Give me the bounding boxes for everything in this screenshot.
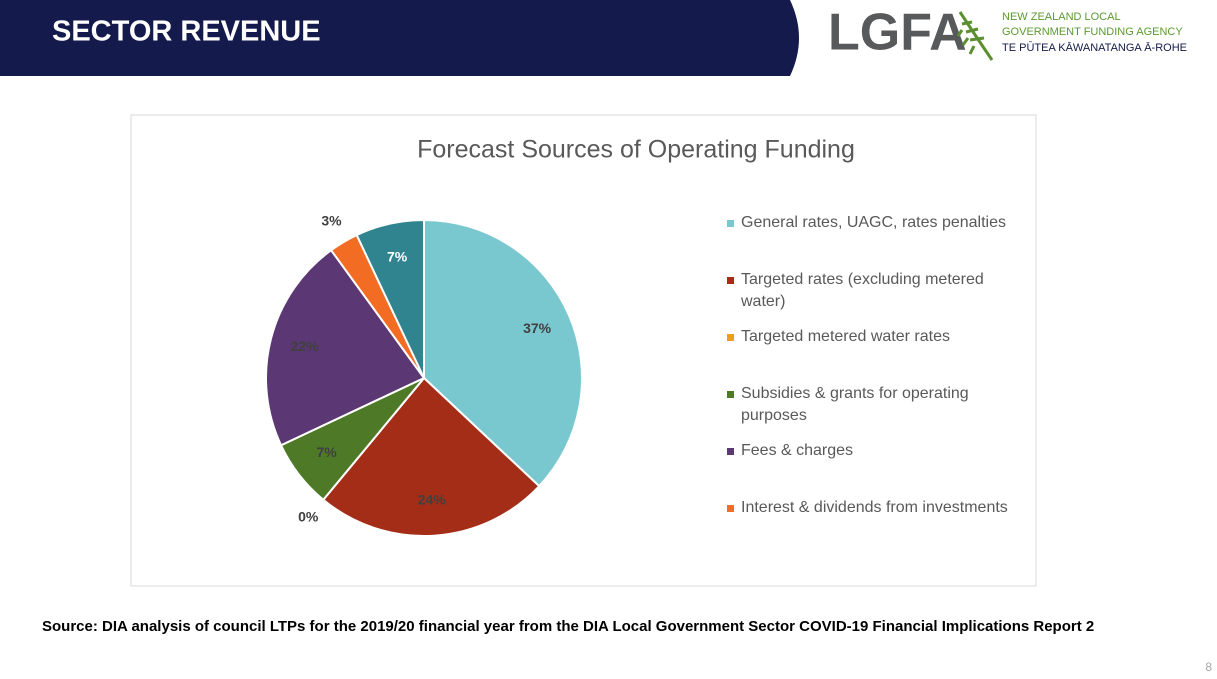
page-number: 8 — [1205, 660, 1212, 674]
agency-line: GOVERNMENT FUNDING AGENCY — [1002, 26, 1183, 38]
legend-item: Targeted rates (excluding metered water) — [727, 269, 1027, 326]
fern-icon — [956, 11, 994, 61]
logo: LGFA — [828, 4, 967, 62]
agency-line: TE PŪTEA KĀWANATANGA Ā-ROHE — [1002, 42, 1187, 54]
data-label: 7% — [387, 248, 408, 264]
legend-item: Fees & charges — [727, 440, 1027, 497]
pie-slice — [321, 376, 541, 537]
chart-title: Forecast Sources of Operating Funding — [417, 136, 855, 164]
legend-label: General rates, UAGC, rates penalties — [741, 214, 1007, 231]
data-label: 24% — [418, 492, 447, 508]
header-band — [0, 0, 799, 76]
agency-line: NEW ZEALAND LOCAL — [1002, 11, 1121, 23]
legend-label: Interest & dividends from investments — [741, 499, 1008, 516]
data-label: 22% — [291, 338, 320, 354]
pie-slice — [265, 248, 426, 447]
legend: General rates, UAGC, rates penalties Targ… — [727, 212, 1027, 554]
data-label: 37% — [523, 320, 552, 336]
legend-label: Subsidies & grants for operating purpose… — [741, 385, 969, 424]
slide-title: SECTOR REVENUE — [52, 16, 321, 48]
legend-swatch — [727, 220, 734, 227]
legend-swatch — [727, 505, 734, 512]
pie-slice — [355, 218, 425, 379]
legend-item: Interest & dividends from investments — [727, 497, 1027, 554]
legend-swatch — [727, 391, 734, 398]
legend-swatch — [727, 277, 734, 284]
legend-swatch — [727, 448, 734, 455]
pie-slice — [423, 218, 583, 488]
data-label: 7% — [317, 444, 338, 460]
legend-item: Targeted metered water rates — [727, 326, 1027, 383]
legend-label: Fees & charges — [741, 442, 854, 459]
data-label: 3% — [321, 212, 342, 228]
legend-label: Targeted metered water rates — [741, 328, 950, 345]
legend-item: Subsidies & grants for operating purpose… — [727, 383, 1027, 440]
source-note: Source: DIA analysis of council LTPs for… — [42, 618, 1094, 635]
data-label: 0% — [298, 509, 319, 525]
legend-label: Targeted rates (excluding metered water) — [741, 271, 984, 310]
legend-swatch — [727, 334, 734, 341]
legend-item: General rates, UAGC, rates penalties — [727, 212, 1027, 269]
